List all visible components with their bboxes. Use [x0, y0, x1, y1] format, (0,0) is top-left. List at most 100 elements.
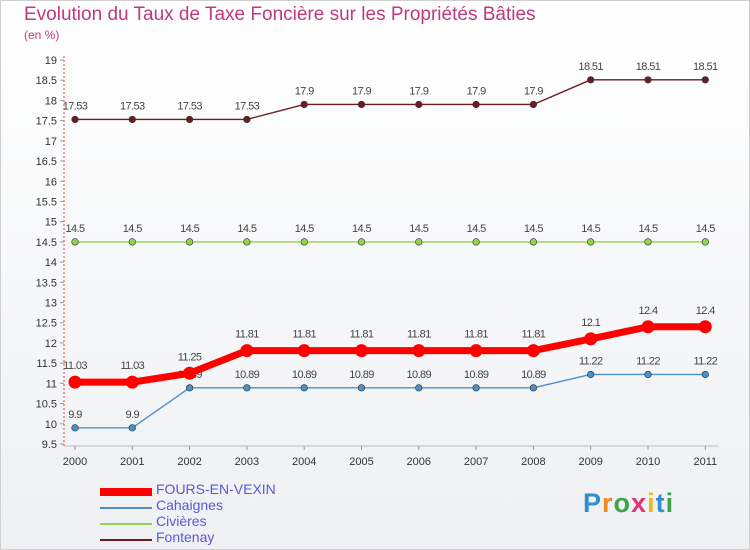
legend-swatch-fours-en-vexin — [100, 488, 152, 496]
data-label-fontenay: 18.51 — [636, 61, 661, 73]
data-point-fours-en-vexin — [641, 320, 655, 334]
data-label-civi-res: 14.5 — [696, 223, 715, 235]
y-tick-label: 12 — [45, 338, 57, 350]
data-point-civi-res — [243, 238, 251, 246]
data-label-civi-res: 14.5 — [295, 223, 314, 235]
data-label-fontenay: 17.53 — [120, 100, 145, 112]
y-tick-label: 15.5 — [36, 196, 57, 208]
data-point-fours-en-vexin — [526, 344, 540, 358]
data-label-fontenay: 17.53 — [235, 100, 260, 112]
logo-letter: i — [665, 488, 675, 518]
y-tick-label: 16.5 — [36, 156, 57, 168]
data-point-cahaignes — [357, 384, 366, 392]
y-tick-label: 15 — [45, 217, 57, 229]
data-label-fours-en-vexin: 11.25 — [178, 351, 202, 363]
data-point-cahaignes — [644, 370, 652, 379]
data-point-fontenay — [644, 76, 652, 84]
data-point-cahaignes — [587, 370, 595, 379]
legend-label-civi-res: Civières — [156, 513, 207, 529]
x-tick-label: 2005 — [349, 456, 373, 468]
data-label-cahaignes: 10.89 — [464, 369, 489, 381]
data-label-fontenay: 17.9 — [467, 85, 486, 97]
data-point-civi-res — [357, 238, 366, 246]
data-label-fontenay: 17.53 — [177, 100, 202, 112]
x-tick-label: 2002 — [177, 456, 201, 468]
data-label-civi-res: 14.5 — [409, 223, 428, 235]
data-label-fontenay: 18.51 — [693, 61, 718, 73]
data-label-fontenay: 17.9 — [295, 85, 314, 97]
data-label-cahaignes: 11.22 — [579, 355, 603, 367]
y-tick-label: 19 — [45, 55, 57, 67]
data-point-fours-en-vexin — [355, 344, 368, 358]
data-point-civi-res — [529, 238, 538, 246]
data-label-fours-en-vexin: 11.03 — [63, 360, 87, 372]
series-line-fontenay — [75, 79, 706, 121]
data-label-civi-res: 14.5 — [65, 223, 84, 235]
logo-letter: P — [583, 488, 603, 518]
data-point-civi-res — [472, 238, 480, 246]
data-label-fontenay: 17.9 — [524, 85, 543, 97]
y-tick-label: 16 — [45, 176, 57, 188]
series-line-fours-en-vexin — [75, 323, 706, 386]
data-point-civi-res — [701, 238, 709, 246]
data-label-fours-en-vexin: 12.1 — [581, 317, 600, 329]
data-label-fours-en-vexin: 12.4 — [696, 305, 715, 317]
data-label-fours-en-vexin: 11.03 — [120, 360, 144, 372]
data-label-cahaignes: 11.22 — [693, 355, 717, 367]
x-tick-label: 2007 — [464, 456, 488, 468]
y-tick-label: 17 — [45, 136, 57, 148]
logo-letter: r — [602, 488, 614, 518]
data-point-cahaignes — [415, 384, 423, 392]
data-point-fontenay — [529, 100, 538, 109]
x-tick-label: 2003 — [235, 456, 259, 468]
x-tick-label: 2011 — [693, 456, 717, 468]
data-label-fours-en-vexin: 11.81 — [522, 329, 546, 341]
y-tick-label: 11 — [46, 378, 57, 390]
data-point-fontenay — [472, 100, 480, 109]
legend-label-fours-en-vexin: FOURS-EN-VEXIN — [156, 481, 276, 497]
data-point-civi-res — [128, 238, 136, 246]
data-point-fontenay — [128, 115, 136, 124]
legend-swatch-civi-res — [100, 523, 152, 525]
data-label-cahaignes: 11.22 — [636, 355, 660, 367]
legend-swatch-fontenay — [100, 539, 152, 541]
y-tick-label: 18.5 — [36, 75, 57, 87]
data-label-civi-res: 14.5 — [581, 223, 600, 235]
data-label-civi-res: 14.5 — [180, 223, 199, 235]
logo-letter: i — [647, 488, 656, 518]
data-label-cahaignes: 10.89 — [521, 369, 546, 381]
data-point-cahaignes — [128, 424, 136, 432]
data-label-fontenay: 17.53 — [63, 100, 88, 112]
data-point-fontenay — [701, 76, 709, 84]
data-point-fontenay — [300, 100, 308, 109]
data-point-civi-res — [71, 238, 79, 246]
data-label-cahaignes: 9.9 — [68, 409, 82, 421]
data-point-cahaignes — [71, 424, 79, 432]
data-point-fontenay — [415, 100, 423, 109]
data-label-civi-res: 14.5 — [352, 223, 371, 235]
y-tick-label: 14 — [45, 257, 57, 269]
data-label-fours-en-vexin: 11.81 — [407, 329, 431, 341]
data-label-cahaignes: 10.89 — [349, 369, 374, 381]
y-tick-label: 10.5 — [36, 399, 57, 411]
logo-letter: x — [631, 488, 648, 518]
x-tick-label: 2004 — [292, 456, 316, 468]
data-point-fours-en-vexin — [125, 375, 139, 389]
data-point-civi-res — [644, 238, 652, 246]
y-tick-label: 10 — [45, 419, 57, 431]
x-tick-label: 2008 — [521, 456, 545, 468]
data-point-fontenay — [587, 76, 595, 84]
y-tick-label: 17.5 — [36, 116, 57, 128]
data-point-fours-en-vexin — [183, 366, 197, 380]
data-point-fours-en-vexin — [469, 344, 483, 358]
x-tick-label: 2006 — [407, 456, 431, 468]
data-point-cahaignes — [243, 384, 251, 392]
data-label-cahaignes: 10.89 — [407, 369, 432, 381]
data-label-fontenay: 17.9 — [352, 85, 371, 97]
chart-title: Evolution du Taux de Taxe Foncière sur l… — [24, 4, 536, 25]
data-point-fontenay — [357, 100, 366, 109]
x-tick-label: 2009 — [578, 456, 602, 468]
series-line-cahaignes — [75, 373, 706, 429]
data-point-fours-en-vexin — [68, 375, 82, 389]
